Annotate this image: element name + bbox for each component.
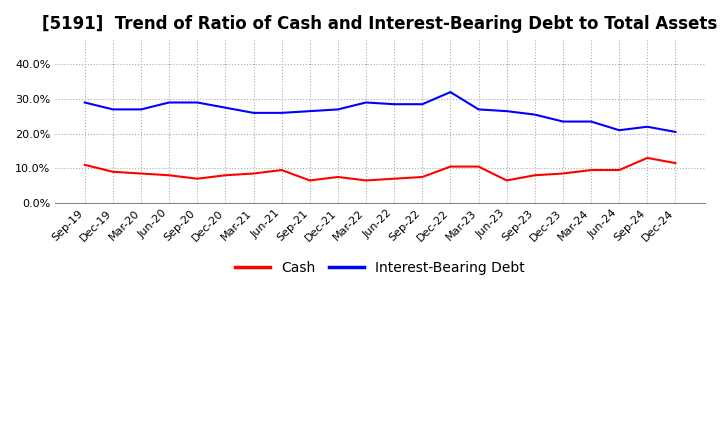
Title: [5191]  Trend of Ratio of Cash and Interest-Bearing Debt to Total Assets: [5191] Trend of Ratio of Cash and Intere… [42, 15, 718, 33]
Legend: Cash, Interest-Bearing Debt: Cash, Interest-Bearing Debt [230, 256, 531, 281]
